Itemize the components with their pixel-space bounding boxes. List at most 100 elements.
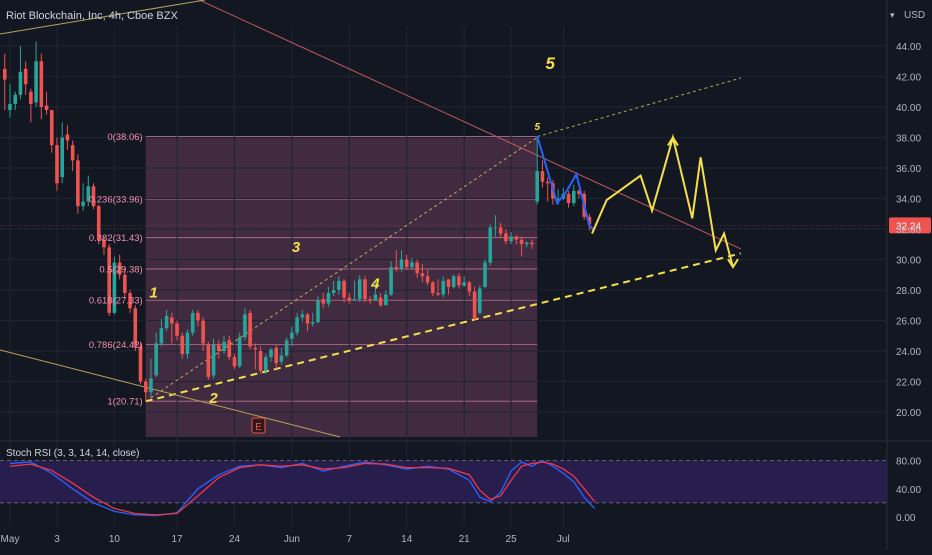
- candle-body: [425, 276, 430, 283]
- candle-body: [535, 171, 540, 202]
- trendline: [198, 0, 742, 250]
- y-tick-label: 20.00: [896, 408, 921, 419]
- candle-body: [65, 134, 70, 141]
- candle-body: [263, 357, 268, 371]
- y-tick-label: 36.00: [896, 164, 921, 175]
- candle-body: [39, 61, 44, 107]
- candle-body: [60, 137, 64, 178]
- candle-body: [8, 103, 12, 111]
- candle-body: [404, 259, 409, 268]
- candle-body: [180, 335, 185, 355]
- candle-body: [373, 294, 378, 301]
- stoch-line-k: [9, 459, 596, 517]
- candle-body: [201, 320, 205, 344]
- candle-body: [305, 314, 310, 324]
- candle-body: [274, 347, 279, 364]
- candle-body: [243, 314, 247, 338]
- candle-body: [446, 279, 451, 287]
- arrowhead: [727, 258, 739, 270]
- candle-body: [378, 297, 383, 306]
- y-tick-label: 24.00: [896, 347, 921, 358]
- currency-label: USD: [904, 10, 925, 21]
- symbol-title: Riot Blockchain, Inc, 4h, Cboe BZX: [6, 10, 178, 22]
- stoch-tick-label: 0.00: [896, 513, 916, 524]
- candle-body: [2, 68, 7, 80]
- candle-body: [467, 282, 472, 292]
- candle-body: [472, 291, 477, 319]
- candle-body: [237, 337, 242, 367]
- candle-body: [587, 216, 592, 225]
- candle-body: [170, 317, 174, 324]
- candle-body: [326, 293, 331, 304]
- candle-body: [112, 262, 117, 313]
- candle-body: [457, 276, 461, 286]
- fib-level-label: 0(38.06): [107, 132, 142, 143]
- candle-body: [530, 242, 534, 245]
- candle-body: [483, 262, 487, 287]
- candle-body: [363, 279, 367, 300]
- candle-body: [49, 110, 54, 146]
- wave-label: 3: [292, 239, 301, 256]
- x-tick-label: Jul: [557, 534, 570, 545]
- candle-body: [175, 323, 179, 336]
- candle-body: [436, 293, 440, 295]
- candle-body: [123, 274, 127, 294]
- candle-body: [415, 262, 419, 274]
- fib-zone-layer: [145, 136, 538, 437]
- grid-layer: [0, 26, 887, 527]
- candle-body: [290, 332, 294, 339]
- earnings-marker-label: E: [255, 422, 262, 433]
- candle-body: [143, 381, 148, 393]
- candle-body: [23, 68, 28, 85]
- candle-body: [545, 181, 550, 184]
- x-tick-label: 7: [347, 534, 353, 545]
- candle-body: [248, 312, 252, 347]
- candle-body: [55, 145, 59, 184]
- last-price-value: 32.24: [896, 221, 921, 232]
- candle-body: [34, 61, 38, 103]
- candle-body: [206, 344, 211, 377]
- candle-body: [352, 299, 357, 301]
- candle-body: [540, 171, 545, 182]
- candle-body: [337, 280, 341, 290]
- x-tick-label: 24: [229, 534, 241, 545]
- candle-body: [227, 340, 232, 358]
- candle-body: [13, 94, 18, 104]
- chevron-down-icon[interactable]: ▾: [890, 10, 895, 20]
- earnings-marker[interactable]: [251, 417, 266, 434]
- projection-path: [591, 133, 734, 268]
- x-tick-label: 21: [459, 534, 471, 545]
- candle-body: [357, 279, 362, 300]
- trendline-layer: [0, 0, 742, 438]
- trendline: [145, 252, 742, 403]
- candle-body: [86, 186, 91, 202]
- candle-body: [519, 239, 524, 245]
- candle-body: [420, 273, 425, 277]
- candle-body: [368, 299, 372, 301]
- x-tick-label: 10: [109, 534, 121, 545]
- candle-body: [164, 315, 169, 329]
- candle-body: [154, 343, 158, 376]
- candle-body: [190, 312, 195, 333]
- candle-body: [18, 71, 23, 95]
- candle-body: [321, 299, 325, 304]
- trendline: [537, 77, 741, 138]
- candle-body: [217, 344, 221, 351]
- x-tick-label: 14: [401, 534, 413, 545]
- candle-body: [399, 259, 404, 269]
- y-tick-label: 26.00: [896, 317, 921, 328]
- candles-layer: [2, 41, 592, 402]
- candle-body: [279, 355, 284, 362]
- y-tick-label: 40.00: [896, 103, 921, 114]
- stoch-tick-label: 80.00: [896, 457, 921, 468]
- fib-level-label: 0.786(24.42): [89, 340, 143, 351]
- candle-body: [498, 227, 503, 234]
- candle-body: [117, 262, 122, 275]
- stoch-label: Stoch RSI (3, 3, 14, 14, close): [6, 448, 139, 459]
- candle-body: [524, 242, 529, 245]
- candle-body: [96, 206, 101, 240]
- candle-body: [138, 346, 143, 382]
- candle-body: [159, 328, 164, 344]
